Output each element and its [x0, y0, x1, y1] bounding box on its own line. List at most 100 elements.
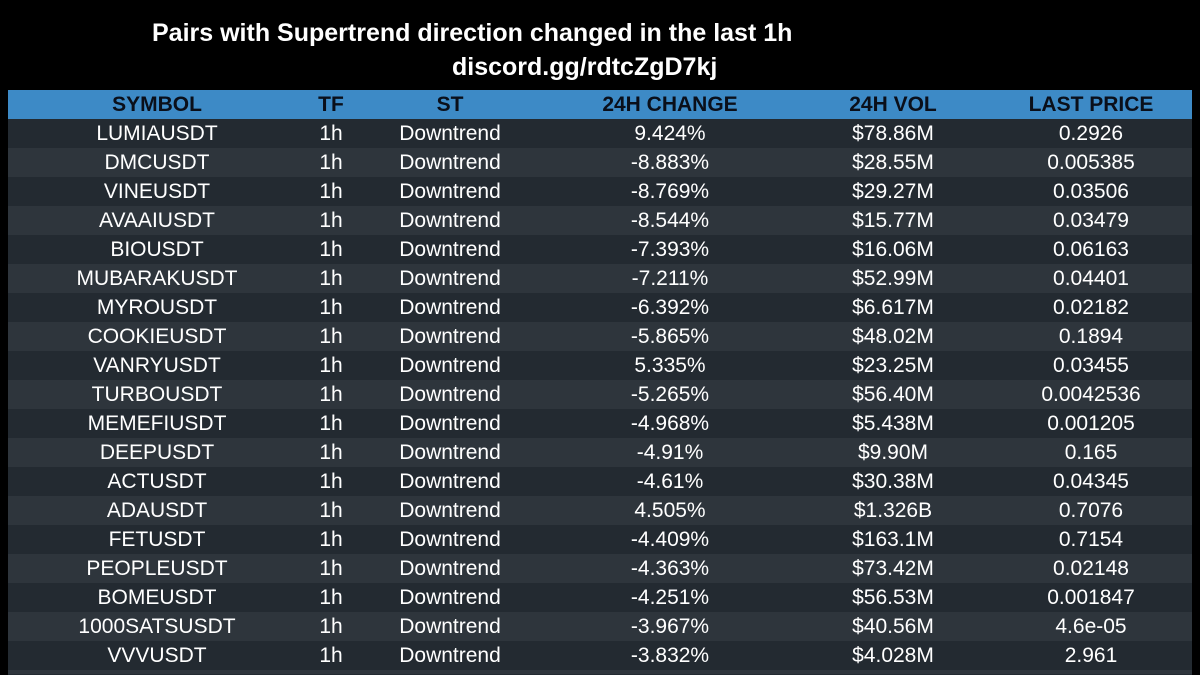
cell-24h-change: 5.335% [634, 354, 706, 377]
cell-last-price: 0.1894 [1058, 325, 1124, 348]
table-row: BOMEUSDT 1h Downtrend -4.251% $56.53M 0.… [8, 583, 1192, 612]
table-row: DEEPUSDT 1h Downtrend -4.91% $9.90M 0.16… [8, 438, 1192, 467]
cell-last-price: 0.02148 [1053, 557, 1129, 580]
cell-tf: 1h [319, 644, 343, 667]
cell-24h-change: -5.865% [630, 325, 710, 348]
table-row: COOKIEUSDT 1h Downtrend -5.865% $48.02M … [8, 322, 1192, 351]
table-row: 1000SATSUSDT 1h Downtrend -3.967% $40.56… [8, 612, 1192, 641]
cell-24h-vol: $78.86M [852, 122, 934, 145]
cell-tf: 1h [319, 441, 343, 464]
column-header-24h-vol: 24H VOL [849, 93, 937, 116]
cell-symbol: DEEPUSDT [99, 441, 215, 464]
cell-st: Downtrend [399, 296, 501, 319]
cell-last-price: 0.04345 [1053, 470, 1129, 493]
cell-24h-vol: $48.02M [852, 325, 934, 348]
cell-24h-vol: $16.06M [852, 238, 934, 261]
cell-last-price: 0.02182 [1053, 296, 1129, 319]
cell-24h-change: -4.61% [636, 470, 704, 493]
cell-24h-change: -4.363% [630, 557, 710, 580]
cell-tf: 1h [319, 383, 343, 406]
cell-symbol: VVVUSDT [107, 644, 207, 667]
cell-symbol: DMCUSDT [104, 151, 210, 174]
cell-symbol: VINEUSDT [103, 180, 211, 203]
cell-tf: 1h [319, 267, 343, 290]
cell-tf: 1h [319, 557, 343, 580]
cell-last-price: 0.7076 [1058, 499, 1124, 522]
cell-24h-vol: $9.90M [857, 441, 929, 464]
cell-24h-change: -5.265% [630, 383, 710, 406]
discord-link-text: discord.gg/rdtcZgD7kj [452, 53, 718, 81]
table-row: DMCUSDT 1h Downtrend -8.883% $28.55M 0.0… [8, 148, 1192, 177]
cell-st: Downtrend [399, 586, 501, 609]
cell-24h-change: -4.251% [630, 586, 710, 609]
cell-24h-vol: $5.438M [852, 412, 934, 435]
cell-last-price: 0.04401 [1053, 267, 1129, 290]
cell-symbol: MEMEFIUSDT [87, 412, 227, 435]
cell-24h-change: -3.832% [630, 644, 710, 667]
cell-tf: 1h [319, 470, 343, 493]
title-heading: Pairs with Supertrend direction changed … [152, 19, 793, 47]
column-header-st: ST [436, 93, 464, 116]
cell-24h-vol: $163.1M [852, 528, 934, 551]
table-row: VVVUSDT 1h Downtrend -3.832% $4.028M 2.9… [8, 641, 1192, 670]
table-row: ADAUSDT 1h Downtrend 4.505% $1.326B 0.70… [8, 496, 1192, 525]
table-row: MEMEFIUSDT 1h Downtrend -4.968% $5.438M … [8, 409, 1192, 438]
cell-24h-change: -4.91% [636, 441, 704, 464]
cell-st: Downtrend [399, 470, 501, 493]
cell-last-price: 0.03506 [1053, 180, 1129, 203]
cell-tf: 1h [319, 296, 343, 319]
cell-st: Downtrend [399, 209, 501, 232]
cell-last-price: 0.001205 [1047, 412, 1135, 435]
cell-24h-change: -8.883% [630, 151, 710, 174]
cell-last-price: 2.961 [1064, 644, 1118, 667]
cell-tf: 1h [319, 325, 343, 348]
cell-24h-vol: $23.25M [852, 354, 934, 377]
cell-24h-vol: $40.56M [852, 615, 934, 638]
cell-st: Downtrend [399, 644, 501, 667]
cell-24h-vol: $4.028M [852, 644, 934, 667]
cell-symbol: BOMEUSDT [97, 586, 217, 609]
cell-st: Downtrend [399, 180, 501, 203]
cell-last-price: 0.03479 [1053, 209, 1129, 232]
table-row: PEOPLEUSDT 1h Downtrend -4.363% $73.42M … [8, 554, 1192, 583]
table-row: AVAAIUSDT 1h Downtrend -8.544% $15.77M 0… [8, 206, 1192, 235]
cell-st: Downtrend [399, 238, 501, 261]
column-header-symbol: SYMBOL [112, 93, 202, 116]
cell-tf: 1h [319, 122, 343, 145]
cell-tf: 1h [319, 180, 343, 203]
column-header-tf: TF [318, 93, 344, 116]
table-row: MYROUSDT 1h Downtrend -6.392% $6.617M 0.… [8, 293, 1192, 322]
cell-st: Downtrend [399, 383, 501, 406]
cell-24h-change: -7.393% [630, 238, 710, 261]
cell-symbol: VANRYUSDT [93, 354, 221, 377]
cell-24h-change: -4.409% [630, 528, 710, 551]
cell-symbol: COOKIEUSDT [87, 325, 227, 348]
cell-24h-vol: $1.326B [853, 499, 933, 522]
cell-24h-change: -8.769% [630, 180, 710, 203]
cell-last-price: 0.06163 [1053, 238, 1129, 261]
cell-24h-vol: $56.53M [852, 586, 934, 609]
cell-last-price: 0.005385 [1047, 151, 1135, 174]
cell-st: Downtrend [399, 122, 501, 145]
cell-symbol: MUBARAKUSDT [76, 267, 238, 290]
cell-tf: 1h [319, 209, 343, 232]
table-row: VANRYUSDT 1h Downtrend 5.335% $23.25M 0.… [8, 351, 1192, 380]
cell-last-price: 4.6e-05 [1055, 615, 1127, 638]
cell-tf: 1h [319, 238, 343, 261]
table-row: ACTUSDT 1h Downtrend -4.61% $30.38M 0.04… [8, 467, 1192, 496]
cell-tf: 1h [319, 615, 343, 638]
cell-st: Downtrend [399, 325, 501, 348]
cell-st: Downtrend [399, 441, 501, 464]
cell-24h-vol: $28.55M [852, 151, 934, 174]
cell-last-price: 0.0042536 [1041, 383, 1141, 406]
table-header: SYMBOL TF ST 24H CHANGE 24H VOL LAST PRI… [8, 90, 1192, 119]
cell-st: Downtrend [399, 615, 501, 638]
cell-symbol: 1000SATSUSDT [78, 615, 236, 638]
cell-symbol: MYROUSDT [96, 296, 218, 319]
cell-last-price: 0.165 [1064, 441, 1118, 464]
table-row: FETUSDT 1h Downtrend -4.409% $163.1M 0.7… [8, 525, 1192, 554]
cell-st: Downtrend [399, 151, 501, 174]
cell-24h-vol: $52.99M [852, 267, 934, 290]
table-row: LUMIAUSDT 1h Downtrend 9.424% $78.86M 0.… [8, 119, 1192, 148]
table-row: BIOUSDT 1h Downtrend -7.393% $16.06M 0.0… [8, 235, 1192, 264]
